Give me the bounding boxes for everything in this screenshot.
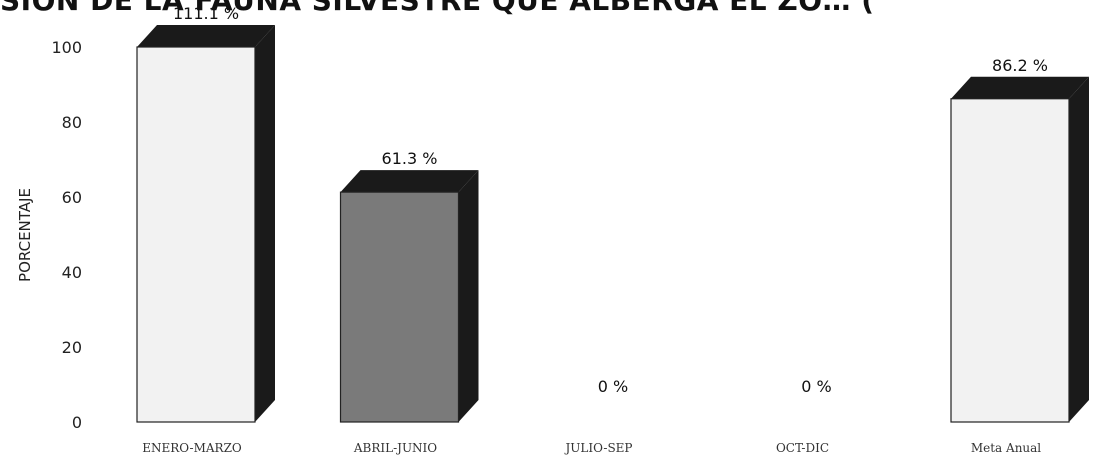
- bar-top: [340, 170, 479, 193]
- bar-top: [951, 76, 1089, 99]
- bar-side: [255, 25, 275, 422]
- x-category-label: Meta Anual: [971, 441, 1041, 455]
- x-category-label: ENERO-MARZO: [142, 441, 242, 455]
- bar: [136, 46, 256, 423]
- y-tick-label: 20: [62, 338, 82, 357]
- y-tick-label: 0: [72, 413, 82, 432]
- bar: [339, 191, 460, 423]
- x-category-label: ABRIL-JUNIO: [353, 441, 437, 455]
- x-axis-categories: ENERO-MARZO ABRIL-JUNIO JULIO-SEP OCT-DIC Me…: [142, 441, 1041, 455]
- x-category-label: OCT-DIC: [776, 441, 829, 455]
- bar-value-label: 86.2 %: [992, 56, 1048, 75]
- y-tick-label: 80: [62, 113, 82, 132]
- y-axis-ticks: 0 20 40 60 80 100: [51, 38, 82, 432]
- y-tick-label: 40: [62, 263, 82, 282]
- y-tick-label: 60: [62, 188, 82, 207]
- x-category-label: JULIO-SEP: [563, 441, 632, 455]
- y-axis-label: PORCENTAJE: [16, 188, 34, 282]
- chart-title: SION DE LA FAUNA SILVESTRE QUE ALBERGA E…: [0, 0, 875, 17]
- y-axis-label-group: PORCENTAJE: [16, 188, 34, 282]
- bar-top: [137, 25, 275, 47]
- bar-value-label: 61.3 %: [382, 149, 438, 168]
- bar-value-label: 111.1 %: [173, 4, 239, 23]
- y-tick-label: 100: [51, 38, 82, 57]
- bar-side: [1069, 76, 1089, 422]
- bar-value-label: 0 %: [801, 377, 831, 396]
- bar-value-label: 0 %: [598, 377, 628, 396]
- bar: [950, 98, 1070, 423]
- bars: 111.1 % 61.3 % 0 % 0 % 86.2 %: [136, 4, 1089, 423]
- bar-side: [458, 170, 479, 422]
